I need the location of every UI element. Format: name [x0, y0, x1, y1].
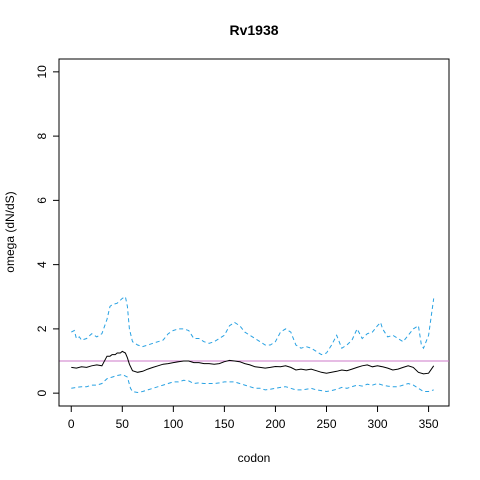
y-tick-label: 10: [35, 65, 49, 79]
series-line-estimate: [71, 350, 435, 375]
plot-frame: [58, 58, 450, 407]
series-line-lower: [71, 373, 434, 394]
y-tick-label: 2: [35, 325, 49, 332]
x-tick-label: 100: [163, 417, 183, 431]
series-line-upper: [71, 296, 435, 356]
x-axis-label: codon: [238, 451, 271, 465]
y-tick-label: 0: [35, 389, 49, 396]
y-axis-label: omega (dN/dS): [3, 191, 17, 272]
chart-title: Rv1938: [229, 22, 278, 38]
x-tick-label: 350: [419, 417, 439, 431]
y-tick-label: 8: [35, 132, 49, 139]
x-tick-label: 200: [265, 417, 285, 431]
y-tick-label: 4: [35, 261, 49, 268]
x-tick-label: 250: [316, 417, 336, 431]
x-tick-label: 300: [368, 417, 388, 431]
x-tick-label: 0: [68, 417, 75, 431]
x-tick-label: 50: [116, 417, 130, 431]
x-axis: 0 50 100 150 200 250 300 350: [68, 405, 439, 431]
y-axis: 0 2 4 6 8 10: [35, 65, 60, 396]
y-tick-label: 6: [35, 197, 49, 204]
x-tick-label: 150: [214, 417, 234, 431]
series-layer: [59, 296, 449, 394]
